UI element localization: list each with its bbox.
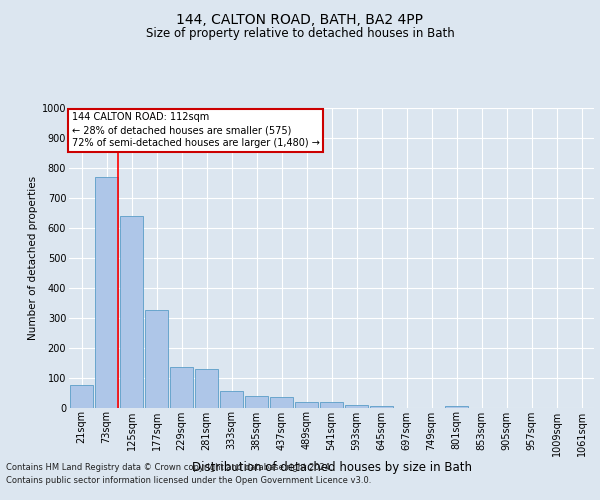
Bar: [245, 396, 268, 407]
Bar: [370, 406, 394, 407]
Bar: [295, 402, 319, 407]
Bar: [119, 216, 143, 408]
Text: 144 CALTON ROAD: 112sqm
← 28% of detached houses are smaller (575)
72% of semi-d: 144 CALTON ROAD: 112sqm ← 28% of detache…: [71, 112, 320, 148]
Text: Size of property relative to detached houses in Bath: Size of property relative to detached ho…: [146, 28, 454, 40]
Text: Contains public sector information licensed under the Open Government Licence v3: Contains public sector information licen…: [6, 476, 371, 485]
Bar: [145, 310, 169, 408]
Bar: [220, 391, 244, 407]
Bar: [320, 402, 343, 407]
Bar: [269, 397, 293, 407]
Bar: [194, 368, 218, 408]
Text: Contains HM Land Registry data © Crown copyright and database right 2024.: Contains HM Land Registry data © Crown c…: [6, 462, 332, 471]
X-axis label: Distribution of detached houses by size in Bath: Distribution of detached houses by size …: [191, 461, 472, 474]
Y-axis label: Number of detached properties: Number of detached properties: [28, 176, 38, 340]
Bar: [445, 406, 469, 407]
Bar: [95, 176, 118, 408]
Bar: [344, 404, 368, 407]
Text: 144, CALTON ROAD, BATH, BA2 4PP: 144, CALTON ROAD, BATH, BA2 4PP: [176, 12, 424, 26]
Bar: [170, 367, 193, 408]
Bar: [70, 385, 94, 407]
